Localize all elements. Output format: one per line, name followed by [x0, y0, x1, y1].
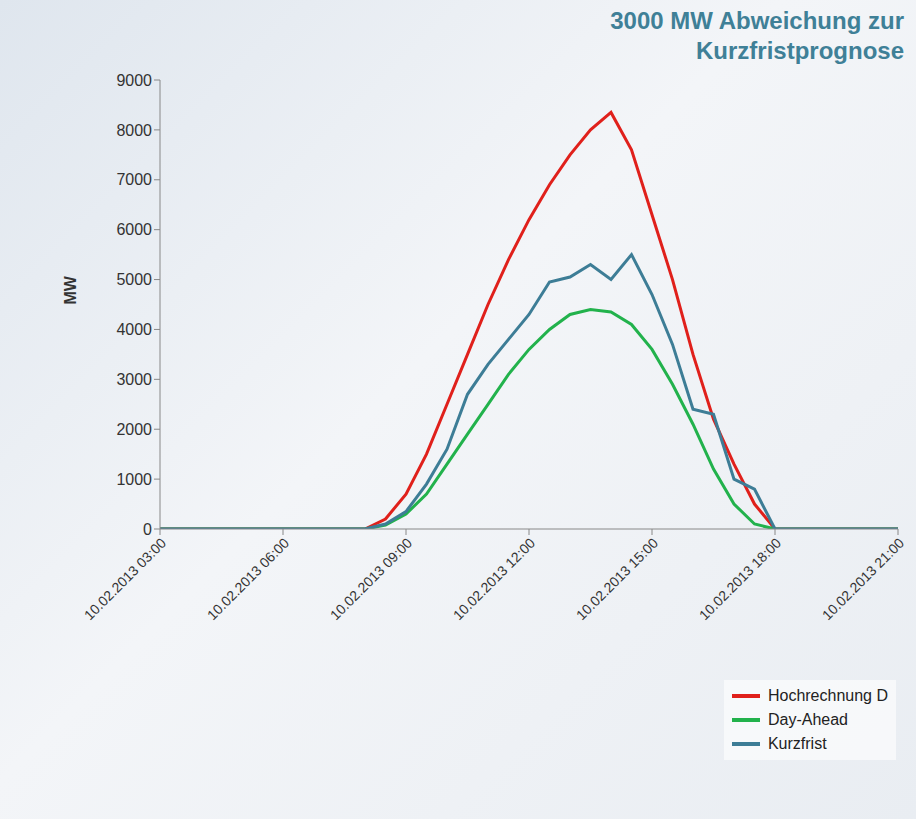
svg-text:6000: 6000: [116, 221, 152, 238]
html-text:Day-Ahead: Day-Ahead: [767, 711, 848, 728]
svg-text:4000: 4000: [116, 321, 152, 338]
svg-text:10.02.2013 03:00: 10.02.2013 03:00: [81, 535, 170, 624]
svg-text:1000: 1000: [116, 471, 152, 488]
svg-text:10.02.2013 21:00: 10.02.2013 21:00: [819, 535, 908, 624]
svg-text:0: 0: [143, 521, 152, 538]
html-text:Hochrechnung D: Hochrechnung D: [767, 687, 888, 704]
svg-text:MW: MW: [62, 275, 79, 304]
svg-text:10.02.2013 06:00: 10.02.2013 06:00: [204, 535, 293, 624]
svg-text:3000: 3000: [116, 371, 152, 388]
svg-text:7000: 7000: [116, 171, 152, 188]
svg-text:10.02.2013 09:00: 10.02.2013 09:00: [327, 535, 416, 624]
svg-text:10.02.2013 15:00: 10.02.2013 15:00: [573, 535, 662, 624]
svg-text:2000: 2000: [116, 421, 152, 438]
html-text:3000 MW Abweichung zur Kurzfri: 3000 MW Abweichung zur Kurzfristprognose: [610, 7, 904, 64]
svg-text:10.02.2013 12:00: 10.02.2013 12:00: [450, 535, 539, 624]
svg-text:10.02.2013 18:00: 10.02.2013 18:00: [696, 535, 785, 624]
html-text:Kurzfrist: Kurzfrist: [767, 735, 827, 752]
svg-text:9000: 9000: [116, 72, 152, 89]
svg-text:8000: 8000: [116, 122, 152, 139]
svg-text:5000: 5000: [116, 271, 152, 288]
